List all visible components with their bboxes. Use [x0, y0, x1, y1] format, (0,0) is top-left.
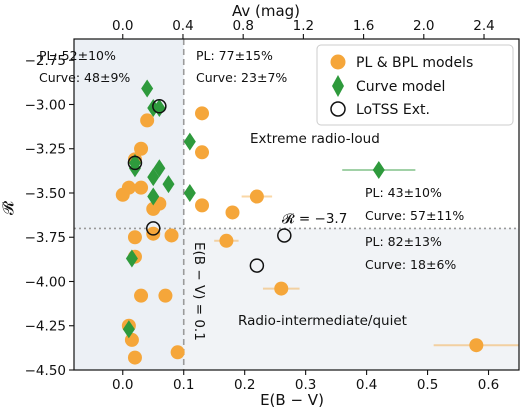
annotations: PL: 52±10% Curve: 48±9% PL: 77±15% Curve…: [39, 48, 464, 341]
curve-point: [183, 183, 196, 202]
y-tick-label: −4.25: [25, 319, 66, 335]
x-tick-label: 0.5: [417, 377, 438, 393]
pl-bpl-point: [146, 226, 161, 241]
annotation-bottom-right-pl: PL: 82±13%: [365, 234, 442, 249]
pl-bpl-point: [134, 288, 149, 303]
top-tick-label: 0.4: [172, 18, 193, 34]
pl-bpl-point: [140, 113, 155, 128]
x-tick-label: 0.3: [295, 377, 316, 393]
annotation-top-left-pl: PL: 52±10%: [39, 48, 116, 63]
curve-point: [122, 320, 135, 339]
legend-marker-curve: [332, 75, 344, 97]
annotation-bottom-right-curve: Curve: 18±6%: [365, 257, 456, 272]
curve-point: [147, 168, 160, 187]
top-tick-label: 2.4: [473, 18, 494, 34]
pl-bpl-point: [146, 201, 161, 216]
x-tick-label: 0.0: [112, 377, 133, 393]
top-axis-title: Av (mag): [232, 2, 300, 20]
curve-point: [183, 132, 196, 151]
x-tick-label: 0.6: [478, 377, 499, 393]
pl-bpl-point: [195, 145, 210, 160]
y-axis: −4.50 −4.25 −4.00 −3.75 −3.50 −3.25 −3.00 −2.75: [25, 53, 74, 379]
x-tick-label: 0.4: [356, 377, 377, 393]
lotss-point: [127, 155, 143, 171]
legend-label-pl: PL & BPL models: [356, 55, 473, 71]
y-tick-label: −3.00: [25, 97, 66, 113]
annotation-top-right-curve: Curve: 23±7%: [196, 70, 287, 85]
top-tick-label: 1.2: [293, 18, 314, 34]
top-tick-label: 1.6: [353, 18, 374, 34]
curve-point: [128, 159, 141, 178]
annotation-top-right-pl: PL: 77±15%: [196, 48, 273, 63]
threshold-label-ebv: E(B − V) = 0.1: [191, 242, 207, 341]
legend-box: [316, 44, 514, 126]
top-tick-label: 0.0: [112, 18, 133, 34]
pl-bpl-point: [219, 233, 234, 248]
y-tick-label: −4.50: [25, 363, 66, 379]
region-label-intermediate: Radio-intermediate/quiet: [238, 313, 407, 329]
x-tick-label: 0.2: [234, 377, 255, 393]
plot-frame: [73, 38, 520, 371]
pl-bpl-point: [225, 205, 240, 220]
top-tick-label: 2.0: [413, 18, 434, 34]
top-tick-label: 0.8: [232, 18, 253, 34]
pl-bpl-point: [115, 187, 130, 202]
legend-marker-lotss: [330, 101, 346, 117]
pl-bpl-point: [127, 230, 142, 245]
x-axis-title: E(B − V): [260, 391, 324, 409]
pl-bpl-point: [170, 345, 185, 360]
lotss-point: [277, 228, 292, 243]
curve-point: [162, 175, 175, 194]
pl-bpl-point: [469, 338, 484, 353]
legend-label-lotss: LoTSS Ext.: [356, 102, 430, 118]
region-label-extreme: Extreme radio-loud: [250, 131, 380, 147]
legend-marker-pl: [330, 54, 346, 70]
pl-bpl-point: [158, 288, 173, 303]
top-axis: 0.0 0.4 0.8 1.2 1.6 2.0 2.4: [112, 18, 495, 39]
pl-bpl-point: [195, 106, 210, 121]
pl-bpl-point: [127, 350, 142, 365]
threshold-label-r: 𝓡 = −3.7: [282, 211, 347, 227]
pl-bpl-point: [164, 228, 179, 243]
pl-bpl-point: [134, 180, 149, 195]
y-axis-title: 𝓡: [0, 200, 17, 215]
shaded-region-radio-quiet: [183, 228, 520, 370]
curve-point: [147, 187, 160, 206]
curve-point: [141, 79, 154, 98]
x-tick-label: 0.1: [173, 377, 194, 393]
curve-point: [372, 160, 385, 179]
x-axis: 0.0 0.1 0.2 0.3 0.4 0.5 0.6: [112, 370, 499, 393]
lotss-point: [249, 258, 265, 273]
y-tick-label: −2.75: [25, 53, 66, 69]
data-marks: [115, 79, 484, 365]
annotation-top-left-curve: Curve: 48±9%: [39, 70, 130, 85]
annotation-mid-right-pl: PL: 43±10%: [365, 185, 442, 200]
pl-bpl-point: [274, 281, 289, 296]
pl-bpl-point: [134, 141, 149, 156]
pl-bpl-point: [195, 198, 210, 213]
y-tick-label: −4.00: [25, 274, 66, 290]
y-tick-label: −3.75: [25, 230, 66, 246]
legend: PL & BPL models Curve model LoTSS Ext.: [316, 44, 514, 126]
pl-bpl-point: [249, 189, 264, 204]
annotation-mid-right-curve: Curve: 57±11%: [365, 208, 464, 223]
lotss-point: [152, 99, 167, 114]
lotss-point: [145, 221, 161, 236]
curve-point: [125, 249, 138, 268]
y-tick-label: −3.50: [25, 186, 66, 202]
y-tick-label: −3.25: [25, 142, 66, 158]
legend-label-curve: Curve model: [356, 79, 445, 95]
